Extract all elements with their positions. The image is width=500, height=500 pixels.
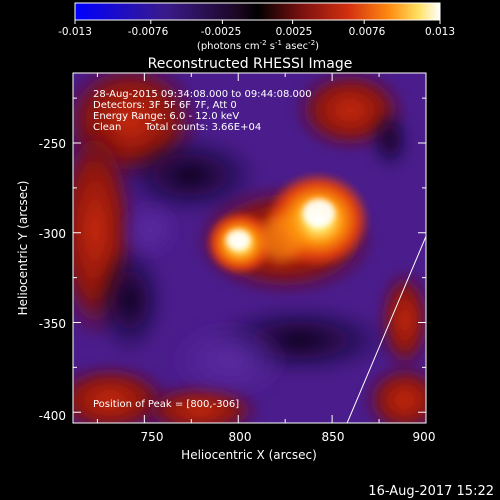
x-tick-label: 900 — [413, 430, 436, 444]
colorbar-tick-label: 0.013 — [425, 26, 455, 38]
info-detectors: Detectors: 3F 5F 6F 7F, Att 0 — [93, 100, 237, 111]
info-algorithm: Clean — [93, 122, 121, 133]
emission-source — [226, 229, 251, 250]
info-energy-range: Energy Range: 6.0 - 12.0 keV — [93, 111, 239, 122]
x-axis-label: Heliocentric X (arcsec) — [181, 448, 317, 462]
y-tick-label: -300 — [39, 227, 66, 241]
colorbar-tick-label: -0.0076 — [128, 26, 169, 38]
x-tick-label: 850 — [322, 430, 345, 444]
colorbar-tick-label: -0.013 — [58, 26, 92, 38]
plot-frame — [72, 72, 427, 424]
chart-title: Reconstructed RHESSI Image — [148, 56, 353, 72]
colorbar-tick-label: 0.0076 — [349, 26, 386, 38]
x-tick-label: 750 — [141, 430, 164, 444]
y-tick-label: -250 — [39, 137, 66, 151]
y-tick-label: -400 — [39, 409, 66, 423]
footer-timestamp: 16-Aug-2017 15:22 — [368, 484, 494, 499]
axis-ticks — [73, 73, 427, 423]
rhessi-image — [73, 73, 426, 423]
y-tick-label: -350 — [39, 317, 66, 331]
colorbar-tick-label: 0.0025 — [276, 26, 313, 38]
colorbar-tick-label: -0.0025 — [201, 26, 242, 38]
solar-limb-line — [346, 236, 426, 423]
emission-source — [302, 199, 335, 227]
colorbar-unit-label: (photons cm-2 s-1 asec-2) — [197, 39, 319, 52]
info-total-counts: Total counts: 3.66E+04 — [144, 122, 261, 133]
y-axis-label: Heliocentric Y (arcsec) — [16, 181, 30, 316]
colorbar-ticks — [74, 20, 441, 24]
x-tick-label: 800 — [229, 430, 252, 444]
peak-position-label: Position of Peak = [800,-306] — [93, 399, 239, 410]
info-time-range: 28-Aug-2015 09:34:08.000 to 09:44:08.000 — [93, 89, 312, 100]
colorbar — [74, 2, 441, 21]
